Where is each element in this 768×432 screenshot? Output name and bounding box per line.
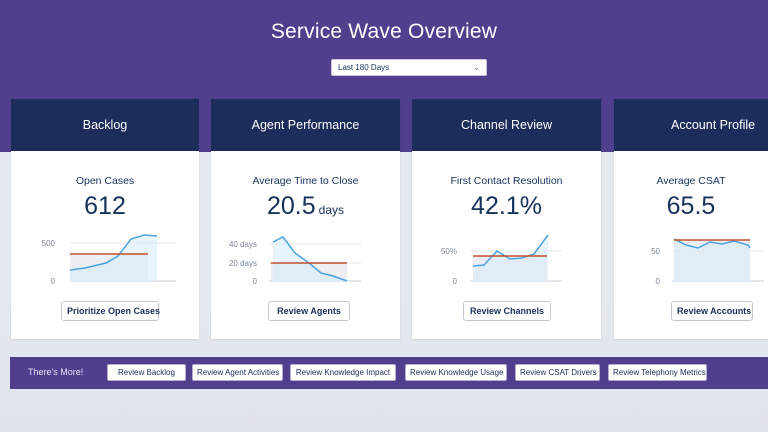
- review-knowledge-usage-button[interactable]: Review Knowledge Usage: [405, 364, 507, 381]
- card-title: Agent Performance: [211, 99, 400, 151]
- card-channel-review: Channel Review First Contact Resolution …: [412, 99, 601, 339]
- series-area: [273, 237, 347, 281]
- review-accounts-button[interactable]: Review Accounts: [671, 301, 753, 321]
- backlog-sparkline-chart: 500 0: [42, 234, 176, 286]
- review-agent-activities-button[interactable]: Review Agent Activities: [192, 364, 283, 381]
- review-channels-button[interactable]: Review Channels: [463, 301, 551, 321]
- metric-label: Average Time to Close: [252, 175, 359, 187]
- chevron-down-icon: ⌄: [473, 63, 480, 72]
- y-tick-label: 50%: [441, 247, 457, 256]
- card-account-profile: Account Profile Average CSAT 65.5 50 0 R…: [614, 99, 768, 339]
- metric-label: Open Cases: [75, 175, 135, 187]
- y-tick-label: 0: [453, 277, 458, 286]
- card-backlog: Backlog Open Cases 612 500 0 Prioritize …: [11, 99, 199, 339]
- metric-number: 612: [84, 192, 126, 220]
- metric-unit: days: [318, 203, 345, 217]
- date-range-value: Last 180 Days: [338, 63, 390, 72]
- page-title: Service Wave Overview: [270, 20, 498, 43]
- review-knowledge-impact-button[interactable]: Review Knowledge Impact: [290, 364, 396, 381]
- metric-number: 42.1%: [471, 192, 542, 220]
- y-tick-label: 0: [253, 277, 258, 286]
- review-agents-button[interactable]: Review Agents: [268, 301, 350, 321]
- series-area: [70, 235, 157, 281]
- review-backlog-button[interactable]: Review Backlog: [107, 364, 186, 381]
- card-agent-performance: Agent Performance Average Time to Close …: [211, 99, 400, 339]
- review-telephony-metrics-button[interactable]: Review Telephony Metrics: [608, 364, 707, 381]
- metric-number: 20.5: [266, 192, 316, 220]
- metric-label: Average CSAT: [656, 175, 726, 187]
- more-actions-bar: There's More! Review Backlog Review Agen…: [10, 357, 768, 389]
- y-tick-label: 500: [42, 239, 56, 248]
- metric-value: 42.1%: [412, 192, 601, 221]
- y-tick-label: 0: [656, 277, 661, 286]
- account-profile-sparkline-chart: 50 0: [651, 238, 764, 286]
- more-label: There's More!: [28, 367, 84, 377]
- card-title: Backlog: [11, 99, 199, 151]
- series-area: [674, 239, 750, 281]
- y-tick-label: 40 days: [229, 240, 257, 249]
- date-range-select[interactable]: Last 180 Days ⌄: [331, 59, 487, 76]
- card-title: Channel Review: [412, 99, 601, 151]
- metric-number: 65.5: [666, 192, 716, 220]
- series-line: [69, 234, 158, 271]
- metric-label: First Contact Resolution: [450, 175, 563, 187]
- series-line: [472, 234, 549, 267]
- metric-value: 20.5 days: [211, 192, 400, 221]
- prioritize-open-cases-button[interactable]: Prioritize Open Cases: [61, 301, 160, 321]
- channel-review-sparkline-chart: 50% 0: [441, 234, 562, 286]
- metric-value: 612: [11, 192, 199, 221]
- y-tick-label: 20 days: [229, 259, 257, 268]
- review-csat-drivers-button[interactable]: Review CSAT Drivers: [515, 364, 600, 381]
- card-title: Account Profile: [614, 99, 768, 151]
- metric-value: 65.5: [614, 192, 768, 221]
- y-tick-label: 50: [651, 247, 660, 256]
- series-line: [673, 238, 751, 249]
- series-area: [473, 235, 548, 281]
- agent-performance-sparkline-chart: 40 days 20 days 0: [229, 236, 361, 286]
- y-tick-label: 0: [51, 277, 56, 286]
